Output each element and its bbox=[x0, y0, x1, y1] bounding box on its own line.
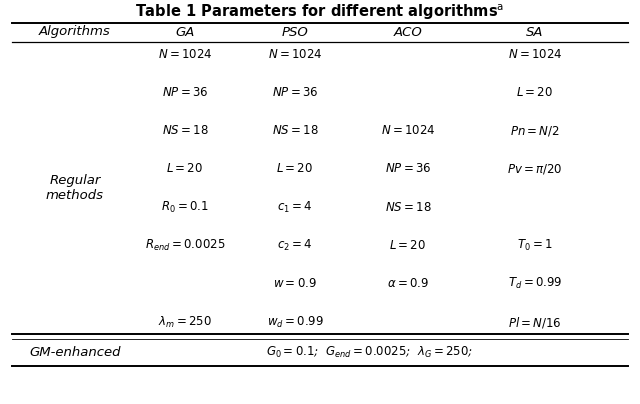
Text: $R_{end} =0.0025$: $R_{end} =0.0025$ bbox=[145, 238, 225, 253]
Text: $w_{d} =0.99$: $w_{d} =0.99$ bbox=[266, 314, 323, 330]
Text: $Pv=\pi /20$: $Pv=\pi /20$ bbox=[508, 162, 563, 176]
Text: SA: SA bbox=[526, 25, 544, 38]
Text: GM-enhanced: GM-enhanced bbox=[29, 345, 121, 358]
Text: $w =0.9$: $w =0.9$ bbox=[273, 277, 317, 290]
Text: PSO: PSO bbox=[282, 25, 308, 38]
Text: $T_{0} =1$: $T_{0} =1$ bbox=[517, 238, 553, 253]
Text: $N =1024$: $N =1024$ bbox=[157, 48, 212, 61]
Text: $L =20$: $L =20$ bbox=[166, 162, 204, 175]
Text: $\alpha=0.9$: $\alpha=0.9$ bbox=[387, 277, 429, 290]
Text: $L =20$: $L =20$ bbox=[276, 162, 314, 175]
Text: $NS =18$: $NS =18$ bbox=[271, 124, 318, 137]
Text: $Pn=N/2$: $Pn=N/2$ bbox=[510, 124, 560, 138]
Text: $c_{1} =4$: $c_{1} =4$ bbox=[277, 200, 313, 215]
Text: GA: GA bbox=[175, 25, 195, 38]
Text: $R_{0} =0.1$: $R_{0} =0.1$ bbox=[161, 200, 209, 215]
Text: $c_{2} =4$: $c_{2} =4$ bbox=[277, 238, 313, 253]
Text: $N =1024$: $N =1024$ bbox=[381, 124, 435, 137]
Text: $NP =36$: $NP =36$ bbox=[385, 162, 431, 175]
Text: $NS =18$: $NS =18$ bbox=[385, 201, 431, 214]
Text: $N =1024$: $N =1024$ bbox=[508, 48, 563, 61]
Text: ACO: ACO bbox=[394, 25, 422, 38]
Text: $L =20$: $L =20$ bbox=[516, 86, 554, 99]
Text: $Pl=N/16$: $Pl=N/16$ bbox=[508, 314, 562, 330]
Text: $NP =36$: $NP =36$ bbox=[272, 86, 318, 99]
Text: $N =1024$: $N =1024$ bbox=[268, 48, 323, 61]
Text: Algorithms: Algorithms bbox=[39, 25, 111, 38]
Text: $NS =18$: $NS =18$ bbox=[162, 124, 209, 137]
Text: $G_{0} =0.1$;  $G_{end} =0.0025$;  $\lambda_{G} =250$;: $G_{0} =0.1$; $G_{end} =0.0025$; $\lambd… bbox=[266, 345, 474, 360]
Text: $\lambda_{m} =250$: $\lambda_{m} =250$ bbox=[158, 314, 212, 330]
Text: $L =20$: $L =20$ bbox=[390, 239, 426, 252]
Text: $T_{d} =0.99$: $T_{d} =0.99$ bbox=[508, 276, 563, 291]
Text: $NP =36$: $NP =36$ bbox=[162, 86, 208, 99]
Text: Table 1 Parameters for different algorithms$^{\mathsf{a}}$: Table 1 Parameters for different algorit… bbox=[135, 2, 505, 22]
Text: Regular
methods: Regular methods bbox=[46, 174, 104, 202]
